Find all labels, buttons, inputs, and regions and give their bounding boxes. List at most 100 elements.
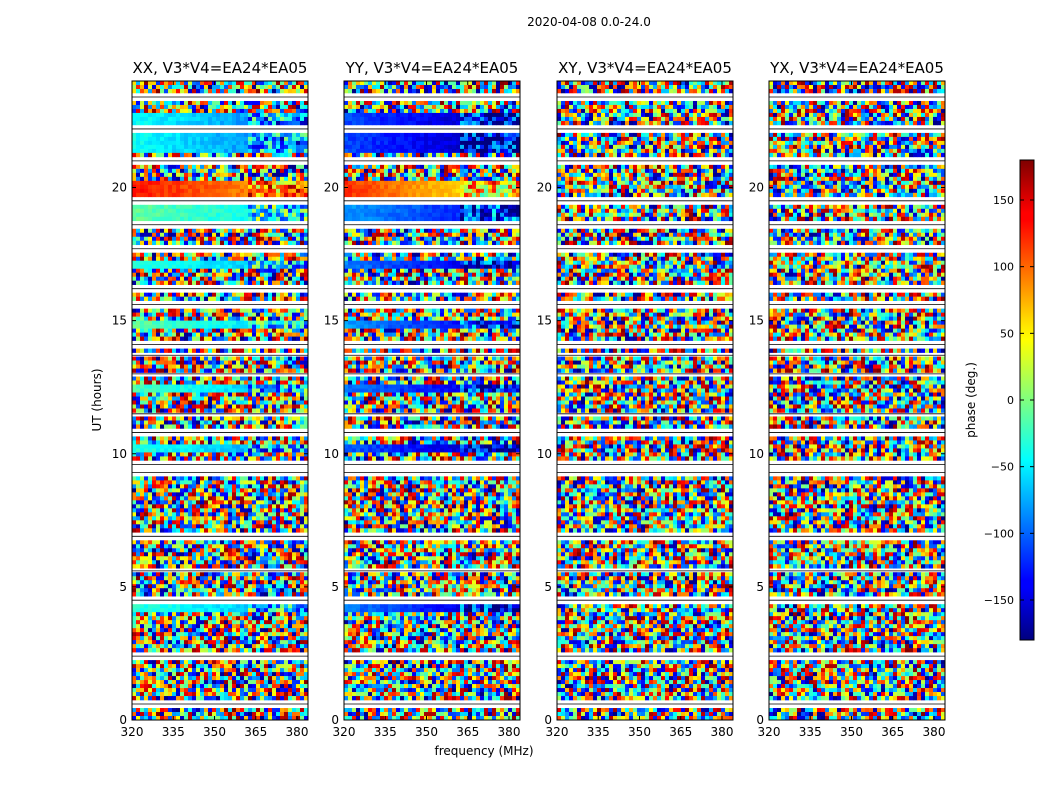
heatmap-cell — [288, 268, 293, 273]
heatmap-cell — [164, 276, 169, 281]
heatmap-cell — [180, 476, 185, 481]
heatmap-cell — [248, 664, 253, 669]
heatmap-cell — [252, 268, 257, 273]
heatmap-cell — [200, 112, 205, 118]
heatmap-cell — [208, 604, 213, 609]
heatmap-cell — [156, 548, 161, 553]
heatmap-cell — [232, 328, 237, 333]
heatmap-cell — [232, 500, 237, 505]
heatmap-cell — [176, 188, 181, 194]
heatmap-cell — [164, 640, 169, 645]
heatmap-cell — [292, 392, 297, 397]
heatmap-cell — [216, 608, 221, 613]
heatmap-cell — [208, 364, 213, 369]
heatmap-cell — [272, 260, 277, 266]
heatmap-cell — [304, 648, 309, 653]
heatmap-cell — [220, 236, 225, 242]
heatmap-cell — [204, 516, 209, 521]
heatmap-cell — [144, 400, 149, 405]
heatmap-cell — [264, 232, 269, 238]
heatmap-cell — [148, 440, 153, 445]
heatmap-cell — [264, 400, 269, 405]
heatmap-cell — [264, 348, 269, 353]
heatmap-cell — [240, 324, 245, 329]
heatmap-cell — [244, 512, 249, 517]
heatmap-cell — [260, 444, 265, 449]
heatmap-cell — [160, 636, 165, 641]
heatmap-cell — [292, 276, 297, 281]
heatmap-cell — [280, 516, 285, 521]
heatmap-cell — [240, 476, 245, 481]
heatmap-cell — [296, 500, 301, 505]
heatmap-cell — [156, 292, 161, 297]
heatmap-cell — [224, 448, 229, 453]
heatmap-cell — [144, 356, 149, 361]
heatmap-cell — [140, 560, 145, 565]
heatmap-cell — [276, 280, 281, 285]
heatmap-cell — [304, 208, 309, 214]
heatmap-cell — [192, 576, 197, 581]
heatmap-cell — [252, 436, 257, 441]
heatmap-cell — [140, 360, 145, 365]
heatmap-cell — [140, 324, 145, 329]
heatmap-cell — [168, 132, 173, 138]
heatmap-cell — [276, 664, 281, 669]
heatmap-cell — [296, 100, 301, 106]
heatmap-cell — [144, 112, 149, 118]
heatmap-cell — [224, 608, 229, 613]
heatmap-cell — [236, 276, 241, 281]
heatmap-cell — [136, 116, 141, 122]
heatmap-cell — [232, 592, 237, 597]
heatmap-cell — [160, 480, 165, 485]
heatmap-cell — [228, 640, 233, 645]
heatmap-cell — [268, 332, 273, 337]
heatmap-cell — [156, 640, 161, 645]
heatmap-cell — [248, 484, 253, 489]
heatmap-cell — [216, 328, 221, 333]
heatmap-cell — [156, 408, 161, 413]
heatmap-cell — [140, 84, 145, 90]
heatmap-cell — [304, 436, 309, 441]
heatmap-cell — [232, 360, 237, 365]
heatmap-cell — [200, 120, 205, 126]
heatmap-cell — [152, 440, 157, 445]
heatmap-cell — [136, 272, 141, 277]
heatmap-cell — [272, 168, 277, 174]
heatmap-cell — [160, 240, 165, 246]
heatmap-cell — [300, 528, 305, 533]
heatmap-cell — [268, 240, 273, 246]
heatmap-cell — [256, 500, 261, 505]
heatmap-cell — [220, 512, 225, 517]
heatmap-cell — [140, 280, 145, 285]
heatmap-cell — [260, 380, 265, 385]
heatmap-cell — [264, 132, 269, 138]
heatmap-cell — [304, 620, 309, 625]
heatmap-cell — [140, 612, 145, 617]
heatmap-cell — [268, 476, 273, 481]
figure-suptitle: 2020-04-08 0.0-24.0 — [527, 15, 651, 29]
heatmap-cell — [292, 436, 297, 441]
heatmap-cell — [232, 348, 237, 353]
heatmap-cell — [156, 296, 161, 301]
heatmap-cell — [176, 448, 181, 453]
heatmap-cell — [152, 312, 157, 317]
heatmap-cell — [184, 272, 189, 277]
heatmap-cell — [156, 376, 161, 381]
heatmap-cell — [300, 572, 305, 577]
heatmap-cell — [156, 400, 161, 405]
heatmap-cell — [276, 388, 281, 393]
heatmap-cell — [280, 100, 285, 106]
heatmap-cell — [268, 444, 273, 449]
heatmap-cell — [144, 556, 149, 561]
heatmap-cell — [264, 184, 269, 190]
heatmap-cell — [192, 380, 197, 385]
heatmap-cell — [180, 184, 185, 190]
heatmap-cell — [272, 544, 277, 549]
heatmap-cell — [220, 328, 225, 333]
heatmap-cell — [212, 208, 217, 214]
heatmap-cell — [256, 640, 261, 645]
heatmap-cell — [160, 580, 165, 585]
heatmap-cell — [176, 116, 181, 122]
heatmap-cell — [168, 632, 173, 637]
heatmap-cell — [224, 588, 229, 593]
